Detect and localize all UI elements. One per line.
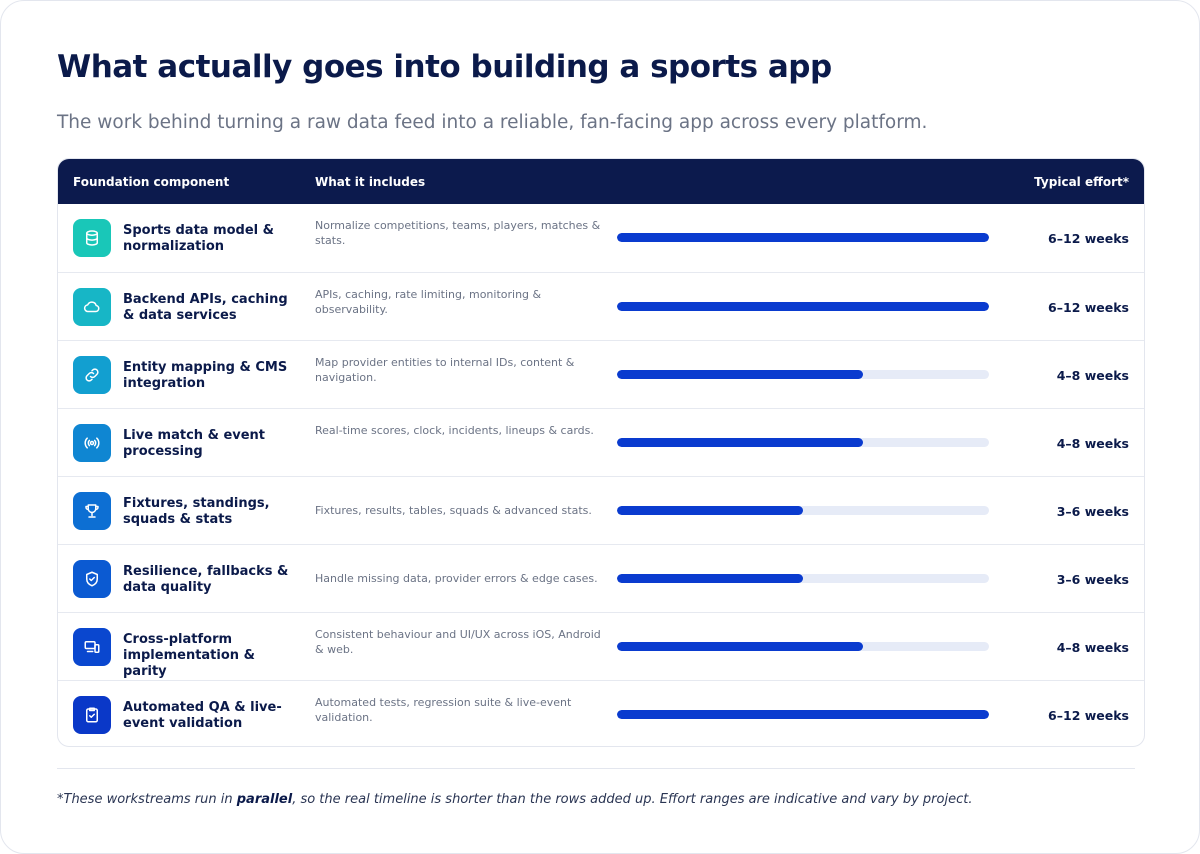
component-description: APIs, caching, rate limiting, monitoring… xyxy=(315,288,542,316)
component-name: Resilience, fallbacks & data quality xyxy=(123,564,289,595)
effort-bar xyxy=(617,506,989,515)
table-row: Cross-platform implementation & parity Co… xyxy=(58,612,1144,680)
component-description: Handle missing data, provider errors & e… xyxy=(315,572,598,585)
effort-value: 4–8 weeks xyxy=(1056,640,1129,655)
effort-table: Foundation component What it includes Ty… xyxy=(57,158,1145,747)
effort-bar-fill xyxy=(617,710,989,719)
footer-divider xyxy=(57,768,1135,769)
component-name: Live match & event processing xyxy=(123,428,266,459)
shield-check-icon xyxy=(73,560,111,598)
component-name: Cross-platform implementation & parity xyxy=(123,632,255,679)
effort-bar-fill xyxy=(617,370,863,379)
component-name: Fixtures, standings, squads & stats xyxy=(123,496,270,527)
effort-bar-fill xyxy=(617,302,989,311)
effort-bar-fill xyxy=(617,574,803,583)
effort-bar xyxy=(617,574,989,583)
effort-bar-fill xyxy=(617,438,863,447)
effort-value: 4–8 weeks xyxy=(1056,368,1129,383)
footnote-emphasis: parallel xyxy=(236,792,293,807)
link-icon xyxy=(73,356,111,394)
effort-bar-fill xyxy=(617,642,863,651)
component-description: Real-time scores, clock, incidents, line… xyxy=(315,424,594,437)
table-row: Entity mapping & CMS integration Map prov… xyxy=(58,340,1144,408)
cloud-icon xyxy=(73,288,111,326)
effort-bar xyxy=(617,302,989,311)
effort-value: 6–12 weeks xyxy=(1048,231,1129,246)
effort-bar xyxy=(617,642,989,651)
trophy-icon xyxy=(73,492,111,530)
table-row: Resilience, fallbacks & data quality Hand… xyxy=(58,544,1144,612)
table-header: Foundation component What it includes Ty… xyxy=(58,159,1144,204)
effort-bar xyxy=(617,233,989,242)
clipboard-check-icon xyxy=(73,696,111,734)
component-description: Map provider entities to internal IDs, c… xyxy=(315,356,575,384)
footnote: *These workstreams run in parallel, so t… xyxy=(57,792,972,807)
table-body: Sports data model & normalization Normali… xyxy=(58,204,1144,746)
component-name: Sports data model & normalization xyxy=(123,223,274,254)
table-row: Sports data model & normalization Normali… xyxy=(58,204,1144,272)
header-includes: What it includes xyxy=(315,175,426,189)
component-name: Entity mapping & CMS integration xyxy=(123,360,288,391)
component-description: Consistent behaviour and UI/UX across iO… xyxy=(315,628,601,656)
table-row: Automated QA & live-event validation Auto… xyxy=(58,680,1144,746)
component-description: Normalize competitions, teams, players, … xyxy=(315,219,601,247)
page-subtitle: The work behind turning a raw data feed … xyxy=(57,112,928,133)
header-component: Foundation component xyxy=(73,175,230,189)
footnote-before: *These workstreams run in xyxy=(57,792,237,807)
effort-bar xyxy=(617,710,989,719)
effort-bar xyxy=(617,370,989,379)
component-name: Automated QA & live-event validation xyxy=(123,700,282,731)
table-row: Fixtures, standings, squads & stats Fixtu… xyxy=(58,476,1144,544)
effort-value: 4–8 weeks xyxy=(1056,436,1129,451)
page-title: What actually goes into building a sport… xyxy=(57,49,832,85)
database-icon xyxy=(73,219,111,257)
footnote-after: , so the real timeline is shorter than t… xyxy=(292,792,973,807)
table-row: Backend APIs, caching & data services API… xyxy=(58,272,1144,340)
devices-icon xyxy=(73,628,111,666)
effort-value: 6–12 weeks xyxy=(1048,708,1129,723)
effort-value: 3–6 weeks xyxy=(1056,504,1129,519)
effort-bar-fill xyxy=(617,506,803,515)
component-name: Backend APIs, caching & data services xyxy=(123,292,288,323)
component-description: Automated tests, regression suite & live… xyxy=(315,696,572,724)
effort-bar xyxy=(617,438,989,447)
effort-value: 3–6 weeks xyxy=(1056,572,1129,587)
table-row: Live match & event processing Real-time s… xyxy=(58,408,1144,476)
effort-bar-fill xyxy=(617,233,989,242)
broadcast-icon xyxy=(73,424,111,462)
effort-value: 6–12 weeks xyxy=(1048,300,1129,315)
component-description: Fixtures, results, tables, squads & adva… xyxy=(315,504,592,517)
header-effort: Typical effort* xyxy=(1034,175,1129,189)
